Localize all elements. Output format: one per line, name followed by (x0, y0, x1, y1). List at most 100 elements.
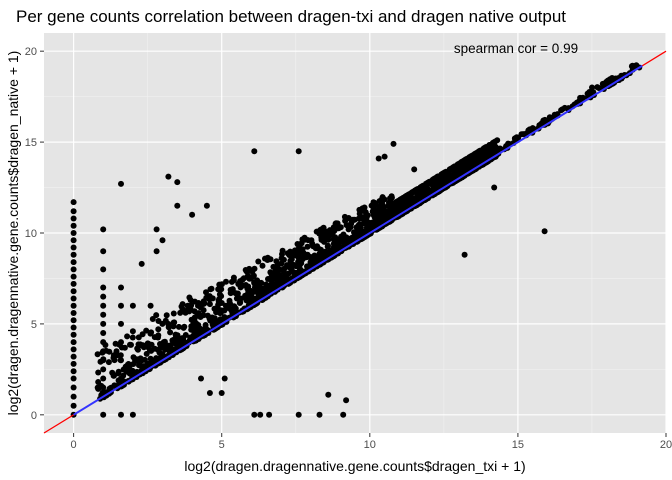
data-point (120, 372, 127, 379)
data-point (266, 411, 273, 418)
data-point (203, 294, 210, 301)
data-point (304, 263, 310, 270)
data-point (175, 323, 182, 330)
data-point (589, 84, 595, 91)
data-point (381, 153, 388, 160)
data-point (192, 331, 198, 337)
data-point (143, 350, 150, 357)
data-point (100, 311, 107, 318)
data-point (341, 213, 348, 220)
data-point (481, 154, 488, 161)
data-point (70, 259, 77, 266)
fit-lines (43, 50, 667, 434)
data-point (100, 320, 107, 327)
data-point (170, 323, 177, 330)
chart-title: Per gene counts correlation between drag… (16, 7, 566, 26)
data-point (218, 390, 225, 396)
data-point (70, 317, 77, 324)
data-point (270, 263, 277, 270)
data-point (541, 228, 548, 235)
data-point (255, 291, 262, 298)
data-point (157, 345, 164, 351)
data-point (590, 89, 597, 96)
data-point (526, 128, 533, 135)
data-point (118, 180, 124, 187)
data-point (200, 301, 207, 307)
data-point (468, 156, 475, 163)
data-point (252, 284, 259, 291)
data-point (477, 147, 484, 154)
data-point (402, 195, 409, 202)
data-point (155, 334, 161, 341)
data-point (325, 242, 331, 249)
data-point (200, 307, 207, 314)
data-point (461, 251, 468, 258)
data-point (295, 411, 302, 418)
data-point (386, 214, 393, 221)
y-tick-label: 0 (31, 410, 37, 422)
data-point (70, 273, 77, 280)
data-point (222, 302, 229, 309)
data-point (100, 330, 107, 336)
data-point (177, 337, 184, 344)
data-point (259, 285, 266, 292)
data-point (351, 235, 358, 242)
data-point (70, 346, 77, 353)
data-point (70, 266, 77, 273)
data-point (295, 148, 302, 155)
data-point (70, 215, 77, 222)
data-point (147, 355, 154, 362)
data-point (282, 271, 289, 278)
data-point (140, 344, 147, 351)
data-point (70, 244, 77, 251)
data-point (230, 277, 237, 284)
data-point (373, 208, 380, 215)
data-point (147, 302, 154, 309)
data-point (139, 331, 146, 338)
data-point (70, 331, 77, 338)
data-point (317, 250, 324, 257)
data-point (185, 307, 192, 314)
data-point (259, 262, 266, 269)
data-point (159, 237, 166, 244)
data-point (325, 249, 332, 256)
data-point (307, 259, 314, 266)
data-point (137, 355, 144, 362)
data-point (429, 176, 436, 183)
y-axis-title: log2(dragen.dragennative.gene.counts$dra… (5, 51, 21, 416)
data-point (209, 295, 216, 302)
data-point (179, 301, 186, 308)
data-point (425, 188, 432, 194)
data-point (129, 328, 136, 335)
data-point (203, 202, 210, 209)
data-point (118, 411, 124, 418)
data-point (434, 173, 441, 180)
data-point (188, 316, 195, 323)
data-point (170, 310, 177, 317)
data-point (153, 312, 160, 319)
data-point (132, 357, 139, 364)
data-point (70, 199, 77, 206)
data-point (383, 208, 390, 215)
data-point (304, 243, 311, 250)
data-point (515, 134, 522, 141)
data-point (375, 155, 382, 162)
data-point (110, 372, 117, 379)
y-tick-label: 10 (25, 228, 37, 240)
data-point (189, 211, 196, 218)
data-point (100, 266, 107, 273)
data-point (195, 302, 201, 309)
data-point (280, 256, 287, 263)
data-point (417, 184, 424, 191)
data-point (165, 173, 172, 180)
data-point (174, 202, 181, 209)
data-point (452, 170, 459, 177)
data-point (70, 302, 77, 309)
data-point (471, 160, 478, 167)
data-point (411, 166, 418, 173)
data-point (316, 411, 323, 418)
data-point (216, 281, 223, 288)
data-point (165, 324, 172, 331)
data-point (177, 309, 184, 316)
y-tick-label: 5 (31, 319, 37, 331)
